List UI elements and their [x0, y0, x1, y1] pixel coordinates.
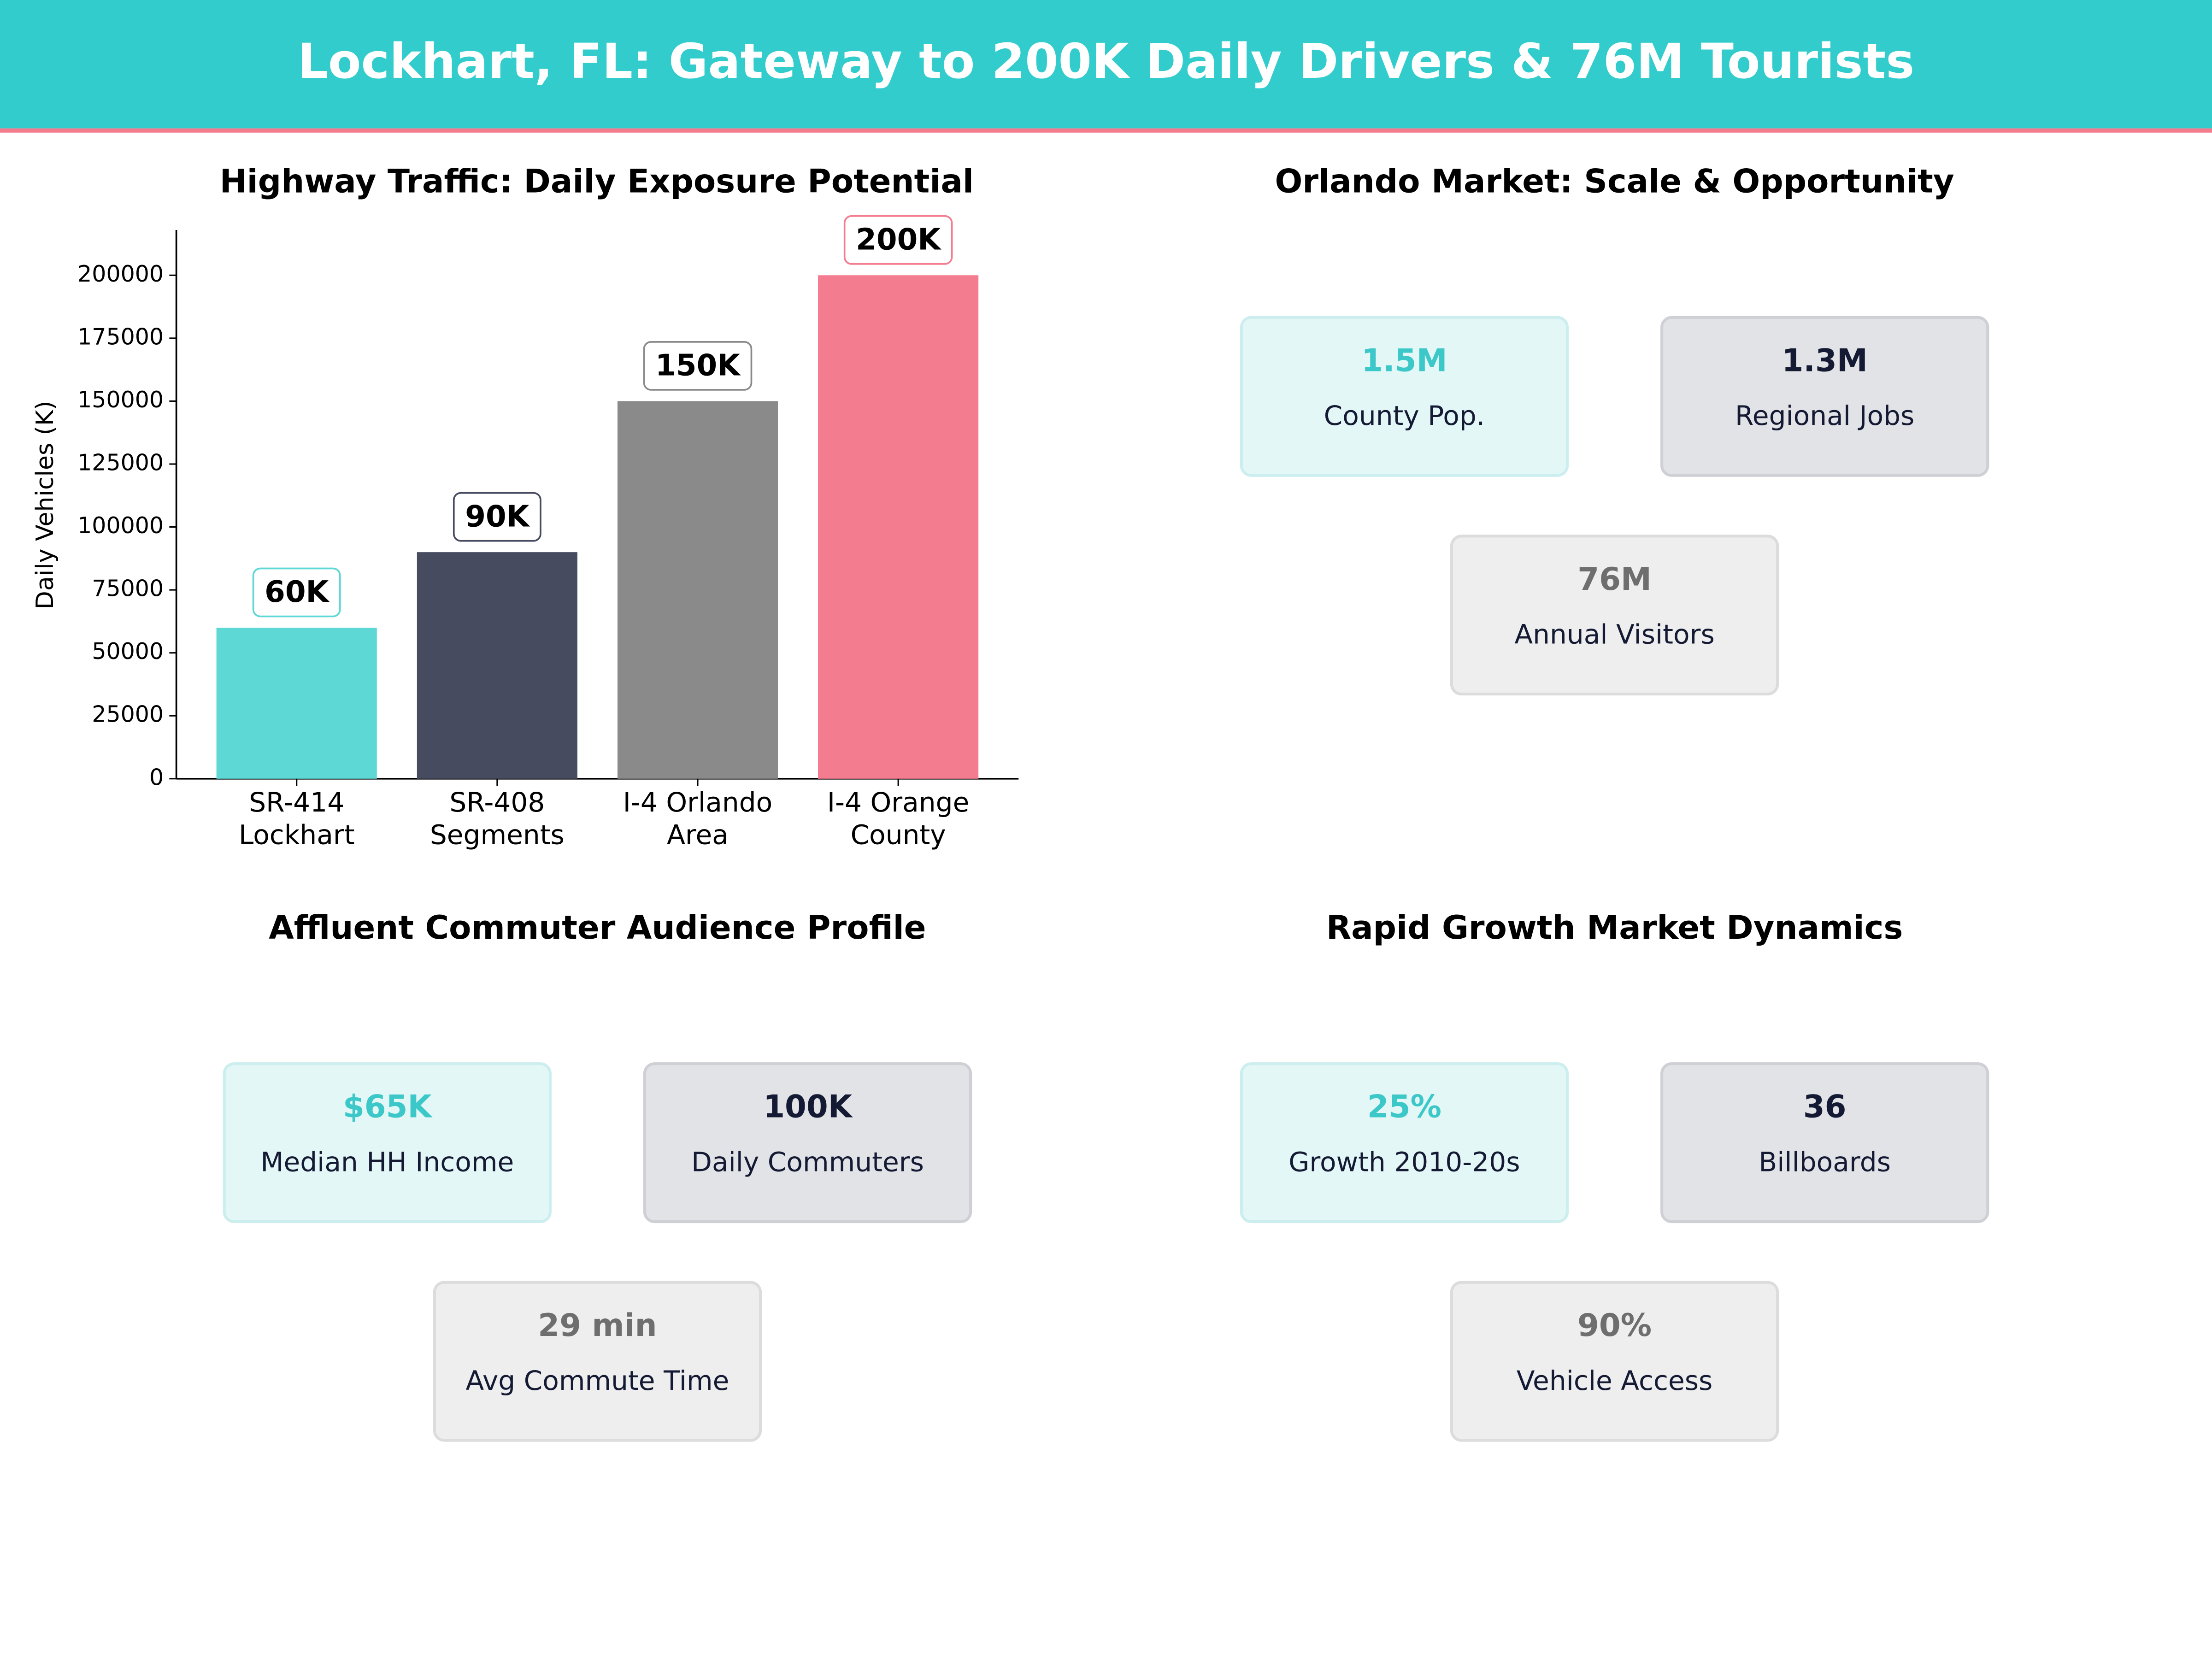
value-label-box [453, 492, 541, 542]
y-tick-label: 50000 [92, 638, 164, 665]
x-tick-label: SR-414 Lockhart [239, 787, 355, 850]
y-tick-label: 0 [149, 764, 164, 790]
page-title: Lockhart, FL: Gateway to 200K Daily Driv… [298, 33, 1915, 89]
y-tick-label: 200000 [77, 261, 164, 287]
kpi-label: Annual Visitors [1514, 619, 1714, 650]
kpi-label: Regional Jobs [1735, 400, 1914, 431]
header-rule [0, 128, 2212, 133]
bar [617, 401, 778, 779]
chart-title: Highway Traffic: Daily Exposure Potentia… [220, 162, 974, 200]
bar [216, 628, 377, 779]
kpi-label: Daily Commuters [691, 1147, 924, 1178]
y-tick-label: 125000 [77, 449, 164, 476]
kpi-value: $65K [343, 1088, 433, 1125]
y-tick-label: 75000 [92, 576, 164, 602]
y-tick-label: 100000 [77, 512, 164, 539]
kpi-card [643, 1062, 972, 1224]
value-label: 60K [265, 575, 329, 609]
kpi-value: 76M [1577, 561, 1652, 597]
kpi-label: Avg Commute Time [465, 1365, 729, 1396]
kpi-value: 90% [1577, 1307, 1652, 1343]
y-tick-label: 150000 [77, 387, 164, 413]
kpi-label: Vehicle Access [1517, 1365, 1713, 1396]
value-label: 90K [465, 499, 530, 534]
x-tick-label: I-4 Orange County [827, 787, 970, 850]
kpi-value: 100K [763, 1088, 853, 1125]
kpi-value: 1.3M [1782, 342, 1868, 378]
kpi-card [433, 1281, 762, 1442]
header-bar [0, 0, 2212, 129]
kpi-card [1240, 1062, 1569, 1224]
value-label: 200K [856, 222, 941, 257]
x-tick-label: I-4 Orlando Area [623, 787, 772, 850]
kpi-value: 29 min [538, 1307, 657, 1343]
x-tick-label: SR-408 Segments [430, 787, 565, 850]
bar [417, 552, 577, 779]
kpi-card [1450, 1281, 1779, 1442]
kpi-label: Billboards [1759, 1147, 1891, 1178]
bar [818, 275, 979, 779]
kpi-card [1660, 316, 1989, 477]
kpi-value: 1.5M [1361, 342, 1447, 378]
value-label: 150K [655, 348, 741, 383]
panel-title: Rapid Growth Market Dynamics [1326, 909, 1903, 947]
kpi-card [1450, 535, 1779, 696]
y-tick-label: 175000 [77, 324, 164, 350]
kpi-label: Median HH Income [260, 1147, 514, 1178]
value-label-box [252, 567, 341, 618]
value-label-box [843, 215, 953, 265]
panel-title: Affluent Commuter Audience Profile [269, 909, 926, 947]
kpi-value: 36 [1803, 1088, 1847, 1125]
panel-title: Orlando Market: Scale & Opportunity [1275, 162, 1954, 200]
kpi-card [223, 1062, 552, 1224]
kpi-label: County Pop. [1324, 400, 1485, 431]
kpi-card [1240, 316, 1569, 477]
kpi-value: 25% [1367, 1088, 1441, 1125]
y-tick-label: 25000 [92, 701, 164, 728]
kpi-label: Growth 2010-20s [1288, 1147, 1520, 1178]
y-axis-label: Daily Vehicles (K) [31, 401, 59, 610]
kpi-card [1660, 1062, 1989, 1224]
value-label-box [643, 341, 753, 391]
